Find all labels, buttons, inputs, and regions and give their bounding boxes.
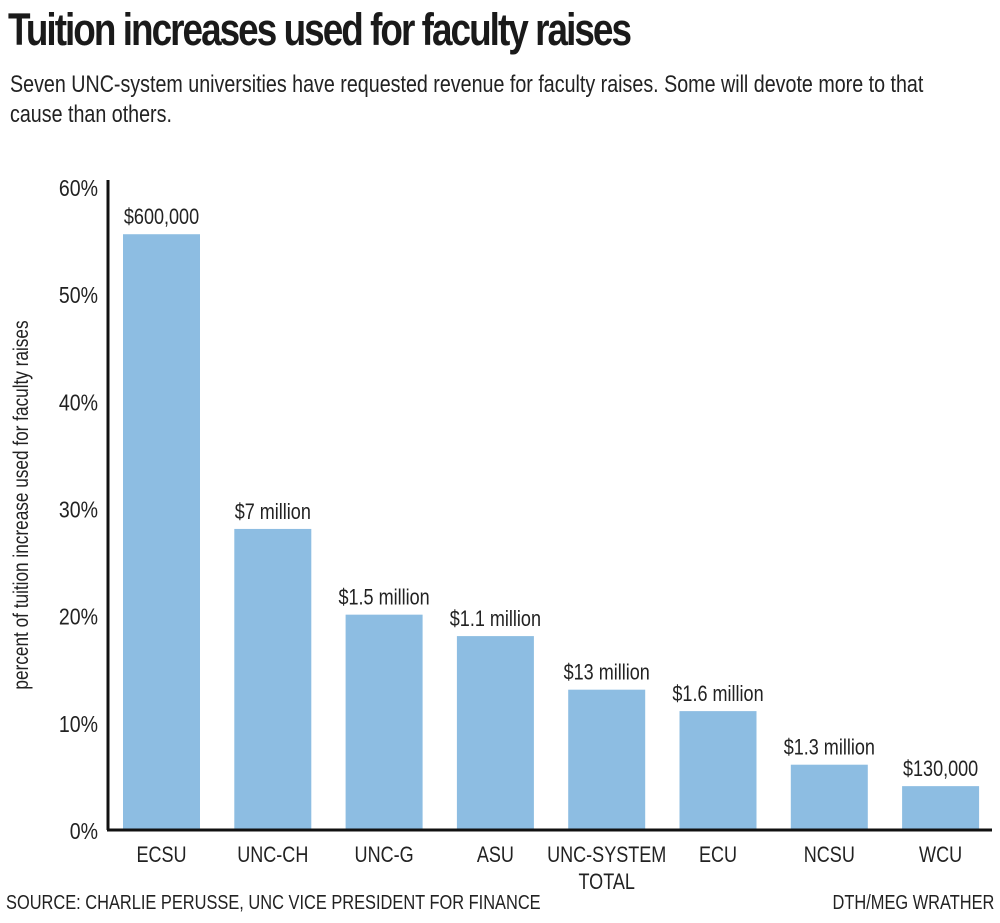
data-label: $600,000	[124, 206, 199, 230]
credit-note: DTH/MEG WRATHER	[832, 892, 994, 914]
bar	[568, 689, 646, 829]
bar	[679, 711, 757, 829]
x-tick-label: NCSU	[804, 843, 855, 867]
y-axis-label: percent of tuition increase used for fac…	[11, 320, 34, 689]
y-tick-label: 10%	[59, 711, 98, 737]
bar	[902, 786, 980, 829]
y-tick-label: 40%	[59, 390, 98, 416]
data-label: $130,000	[903, 758, 978, 782]
bar	[345, 614, 423, 829]
data-label: $13 million	[564, 661, 650, 685]
data-label: $1.5 million	[338, 586, 429, 610]
y-tick-label: 50%	[59, 283, 98, 309]
data-label: $7 million	[235, 500, 311, 524]
x-tick-label: UNC-SYSTEM	[547, 843, 666, 867]
chart-title: Tuition increases used for faculty raise…	[8, 4, 632, 55]
x-tick-label: ECU	[699, 843, 737, 867]
y-tick-label: 60%	[59, 176, 98, 202]
data-label: $1.6 million	[672, 683, 763, 707]
bar	[123, 234, 200, 830]
y-tick-label: 30%	[59, 497, 98, 523]
x-tick-label: UNC-CH	[237, 843, 308, 867]
x-tick-label: UNC-G	[355, 843, 414, 867]
x-tick-label: ASU	[477, 843, 514, 867]
source-note: SOURCE: CHARLIE PERUSSE, UNC VICE PRESID…	[6, 892, 541, 914]
data-label: $1.1 million	[450, 608, 541, 632]
chart-subtitle: Seven UNC-system universities have reque…	[10, 71, 924, 128]
data-label: $1.3 million	[784, 736, 875, 760]
y-tick-label: 0%	[70, 819, 98, 845]
y-tick-label: 20%	[59, 604, 98, 630]
x-tick-label: WCU	[919, 843, 962, 867]
x-tick-label: TOTAL	[578, 870, 634, 894]
bar	[456, 636, 534, 829]
bar	[234, 528, 312, 829]
x-tick-label: ECSU	[136, 843, 186, 867]
bar	[790, 764, 868, 829]
